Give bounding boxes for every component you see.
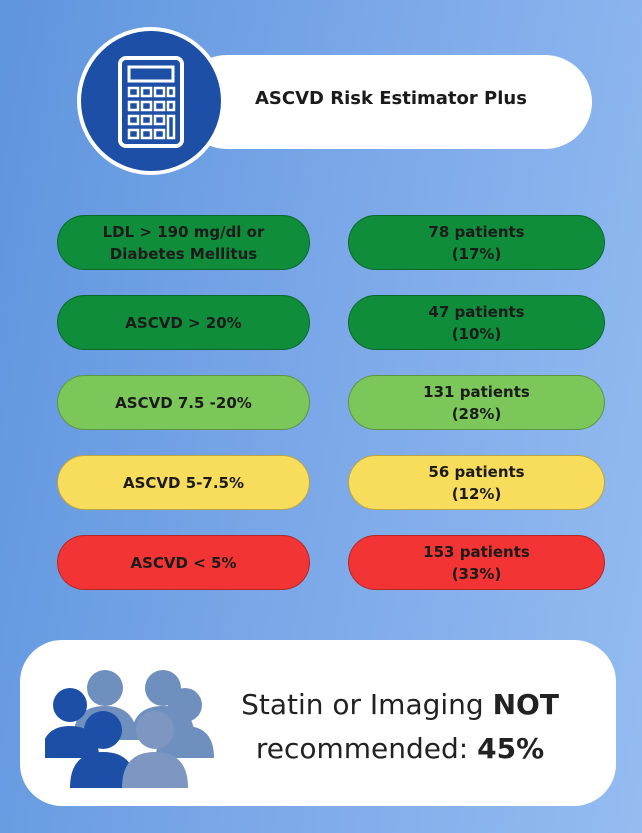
header-pill (180, 55, 592, 149)
result-pill: 153 patients (33%) (348, 535, 605, 590)
result-text: (17%) (451, 244, 502, 263)
result-pill: 47 patients (10%) (348, 295, 605, 350)
result-text: 47 patients (428, 302, 525, 321)
people-icon (45, 670, 214, 788)
footer-line: recommended: (255, 732, 469, 765)
category-text: ASCVD > 20% (125, 313, 242, 332)
footer-value: 45% (477, 732, 545, 765)
result-text: 153 patients (423, 542, 530, 561)
category-text: LDL > 190 mg/dl or (102, 222, 265, 241)
category-pill: ASCVD 7.5 -20% (57, 375, 310, 430)
footer-text: Statin or Imaging NOT recommended: 45% (215, 683, 585, 771)
result-text: (28%) (451, 404, 502, 423)
result-text: 78 patients (428, 222, 525, 241)
category-text: ASCVD < 5% (130, 553, 237, 572)
category-text: Diabetes Mellitus (109, 244, 258, 263)
category-pill: ASCVD 5-7.5% (57, 455, 310, 510)
result-text: 131 patients (423, 382, 530, 401)
title: ASCVD Risk Estimator Plus (255, 88, 527, 109)
category-text: ASCVD 5-7.5% (123, 473, 244, 492)
result-text: (33%) (451, 564, 502, 583)
category-pill: ASCVD < 5% (57, 535, 310, 590)
result-pill: 78 patients (17%) (348, 215, 605, 270)
result-text: (12%) (451, 484, 502, 503)
category-pill: ASCVD > 20% (57, 295, 310, 350)
calculator-icon (77, 27, 225, 175)
result-text: 56 patients (428, 462, 525, 481)
category-pill: LDL > 190 mg/dl or Diabetes Mellitus (57, 215, 310, 270)
result-text: (10%) (451, 324, 502, 343)
category-text: ASCVD 7.5 -20% (115, 393, 252, 412)
result-pill: 56 patients (12%) (348, 455, 605, 510)
footer-emphasis: NOT (492, 688, 559, 721)
footer-line: Statin or Imaging (241, 688, 484, 721)
result-pill: 131 patients (28%) (348, 375, 605, 430)
